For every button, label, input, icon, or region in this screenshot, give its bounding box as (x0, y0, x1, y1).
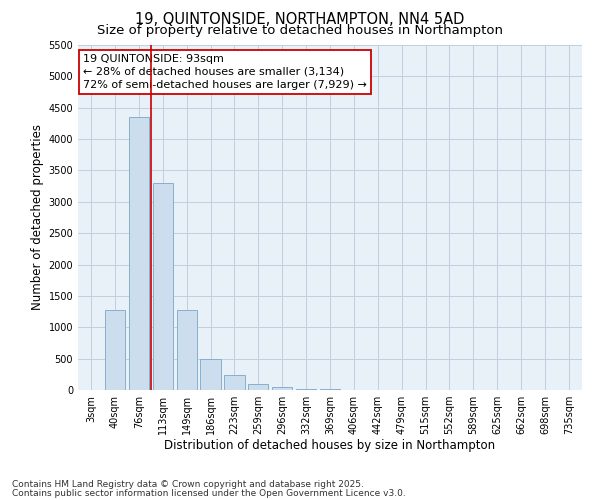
Text: Size of property relative to detached houses in Northampton: Size of property relative to detached ho… (97, 24, 503, 37)
Bar (248, 384, 268, 390)
Bar (200, 358, 221, 390)
Bar (296, 388, 316, 390)
X-axis label: Distribution of detached houses by size in Northampton: Distribution of detached houses by size … (164, 438, 496, 452)
Text: Contains HM Land Registry data © Crown copyright and database right 2025.: Contains HM Land Registry data © Crown c… (12, 480, 364, 489)
Y-axis label: Number of detached properties: Number of detached properties (31, 124, 44, 310)
Bar (129, 117, 149, 390)
Bar (105, 310, 125, 390)
Text: Contains public sector information licensed under the Open Government Licence v3: Contains public sector information licen… (12, 488, 406, 498)
Bar (152, 183, 173, 390)
Bar (272, 387, 292, 390)
Text: 19, QUINTONSIDE, NORTHAMPTON, NN4 5AD: 19, QUINTONSIDE, NORTHAMPTON, NN4 5AD (136, 12, 464, 28)
Text: 19 QUINTONSIDE: 93sqm
← 28% of detached houses are smaller (3,134)
72% of semi-d: 19 QUINTONSIDE: 93sqm ← 28% of detached … (83, 54, 367, 90)
Bar (176, 310, 197, 390)
Bar (224, 375, 245, 390)
